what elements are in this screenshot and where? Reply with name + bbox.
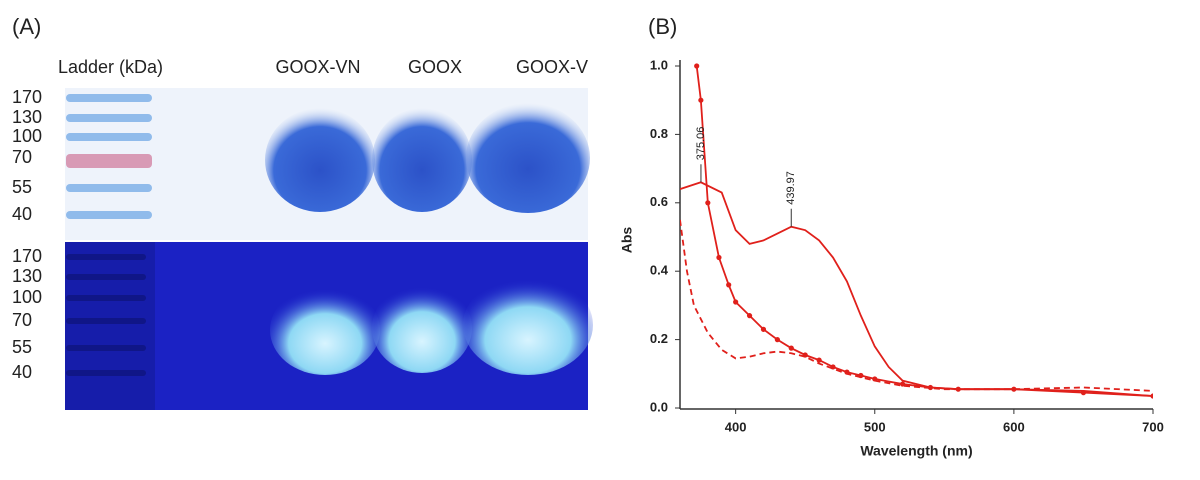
y-tick-label: 0.8: [650, 126, 668, 141]
ladder-band: [66, 211, 152, 219]
y-tick-label: 0.6: [650, 194, 668, 209]
ladder-band: [66, 184, 152, 192]
lane-label: GOOX-V: [516, 57, 588, 77]
ladder-band: [66, 345, 146, 351]
ladder-size: 55: [12, 337, 32, 357]
ladder-band: [66, 114, 152, 122]
lane-label: GOOX-VN: [275, 57, 360, 77]
annotation-label: 375.06: [695, 127, 707, 161]
series-marker: [774, 337, 780, 343]
ladder-size: 130: [12, 266, 42, 286]
series-marker: [1080, 390, 1087, 396]
series-marker: [726, 282, 732, 288]
panel-label: (A): [12, 14, 41, 39]
ladder-size: 170: [12, 246, 42, 266]
y-tick-label: 0.4: [650, 263, 669, 278]
series-line: [695, 65, 1153, 397]
ladder-size: 70: [12, 310, 32, 330]
ladder-title: Ladder (kDa): [58, 57, 163, 77]
ladder-size: 130: [12, 107, 42, 127]
ladder-size: 100: [12, 287, 42, 307]
series-marker: [705, 200, 711, 206]
plot-area: [680, 63, 1153, 399]
series-marker: [746, 313, 753, 319]
ladder-band: [66, 154, 152, 168]
series-marker: [694, 63, 700, 69]
series-marker: [899, 381, 906, 387]
x-tick-label: 700: [1142, 419, 1164, 434]
ladder-size: 40: [12, 204, 32, 224]
ladder-band: [66, 318, 146, 324]
gel-image: [65, 88, 593, 410]
series-marker: [733, 299, 739, 305]
series-marker: [1150, 393, 1153, 399]
ladder-band: [66, 254, 146, 260]
x-tick-label: 600: [1003, 419, 1025, 434]
series-marker: [760, 326, 767, 332]
ladder-size: 170: [12, 87, 42, 107]
series-marker: [716, 254, 722, 261]
x-tick-label: 400: [725, 419, 747, 434]
x-axis-title: Wavelength (nm): [860, 443, 972, 459]
series-line: [680, 181, 1153, 397]
panel-label: (B): [648, 14, 677, 39]
ladder-band: [66, 133, 152, 141]
ladder-size: 40: [12, 362, 32, 382]
lane-label: GOOX: [408, 57, 462, 77]
y-tick-label: 1.0: [650, 57, 668, 72]
y-tick-label: 0.2: [650, 331, 668, 346]
ladder-size: 55: [12, 177, 32, 197]
series-marker: [1011, 386, 1017, 392]
ladder-band: [66, 274, 146, 280]
y-axis-title: Abs: [619, 227, 635, 254]
y-tick-label: 0.0: [650, 399, 668, 414]
ladder-band: [66, 94, 152, 102]
series-marker: [698, 97, 704, 103]
ladder-size: 70: [12, 147, 32, 167]
series-marker: [788, 345, 794, 351]
ladder-size: 100: [12, 126, 42, 146]
ladder-band: [66, 370, 146, 376]
annotation-label: 439.97: [785, 171, 797, 205]
chart-axes: [679, 60, 1153, 410]
x-tick-label: 500: [864, 419, 886, 434]
series-marker: [816, 357, 822, 363]
series-line: [680, 219, 1153, 392]
ladder-band: [66, 295, 146, 301]
